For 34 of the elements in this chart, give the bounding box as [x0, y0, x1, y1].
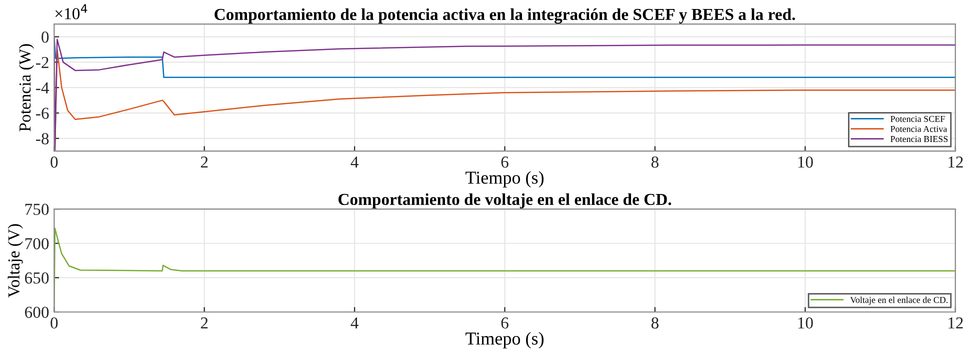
x-tick-label: 8	[651, 156, 659, 168]
y-axis-title: Potencia (W)	[18, 44, 34, 132]
y-tick-label: 600	[25, 306, 49, 318]
y-axis-title: Voltaje (V)	[8, 224, 23, 298]
x-tick-label: 10	[798, 156, 813, 168]
y-tick-label: 0	[42, 31, 49, 43]
x-tick-label: 12	[948, 317, 963, 328]
x-tick-label: 2	[200, 317, 208, 328]
x-axis-title: Timepo (s)	[466, 332, 544, 348]
chart-title: Comportamiento de voltaje en el enlace de CD.	[338, 193, 672, 208]
chart-title: Comportamiento de la potencia activa en la integración de SCEF y BEES a la red.	[214, 8, 796, 24]
x-tick-label: 12	[948, 156, 963, 168]
x-tick-label: 4	[350, 156, 358, 168]
x-tick-label: 8	[651, 317, 659, 329]
y-tick-label: 650	[25, 272, 49, 284]
x-tick-label: 0	[50, 317, 58, 329]
y-tick-label: -8	[36, 133, 49, 144]
x-tick-label: 4	[350, 317, 358, 328]
x-axis-title: Tiempo (s)	[466, 171, 544, 188]
legend-label: Potencia SCEF	[890, 116, 945, 122]
y-tick-label: -6	[36, 108, 49, 119]
x-tick-label: 10	[798, 317, 813, 329]
x-tick-label: 2	[200, 156, 208, 168]
x-tick-label: 0	[50, 156, 58, 168]
text: ×10$^{4}$	[55, 4, 88, 20]
legend-label: Voltaje en el enlace de CD.	[850, 296, 948, 305]
y-tick-label: -4	[36, 82, 50, 94]
y-tick-label: 750	[25, 204, 49, 215]
legend-label: Potencia Activa	[890, 126, 948, 132]
x-tick-label: 6	[501, 317, 508, 329]
x-tick-label: 6	[501, 156, 508, 168]
y-tick-label: -2	[36, 56, 48, 68]
legend-label: Potencia BIESS	[890, 136, 948, 142]
y-tick-label: 700	[25, 238, 49, 250]
